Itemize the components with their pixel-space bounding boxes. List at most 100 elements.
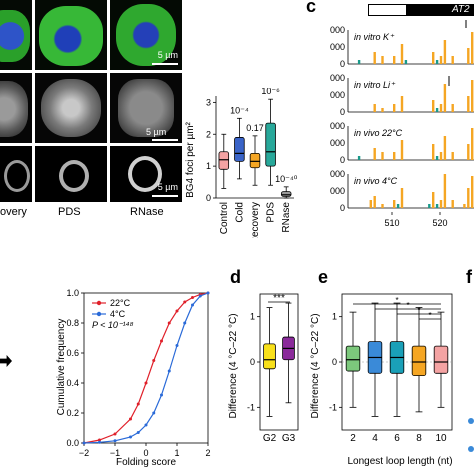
legend-marker-0 [96,300,102,306]
series-point-1 [152,411,156,415]
track-y-tick: 0 [340,155,345,165]
read-bar [357,60,361,64]
box-Control [218,151,230,170]
sig-star: * [417,306,420,315]
box-RNase [280,191,292,197]
series-point-0 [183,300,187,304]
panel-c-tracks: 200010000Readsin vitro K⁺200010000Readsi… [330,20,474,228]
micro-r1c3: 5 µm [110,0,182,70]
read-bar [467,188,470,208]
y-tick-label: 0 [332,357,337,367]
y-tick-label: 3 [206,97,211,107]
read-bar [393,104,396,112]
read-bar [435,60,439,64]
series-point-0 [98,438,101,442]
track-y-tick: 0 [340,203,345,213]
sig-star: * [428,311,431,320]
box-Recovery [249,152,261,169]
gene-bar-white [368,4,408,16]
x-tick-label: RNase [281,202,292,233]
read-bar [451,152,454,160]
read-bar [432,192,435,208]
read-bar [432,100,435,112]
series-point-0 [175,309,179,313]
read-bar [471,80,474,112]
panel-e-ylabel: Difference (4 °C–22 °C) [310,313,321,418]
series-point-0 [191,296,194,299]
read-bar [396,204,400,208]
panel-e-chart: Difference (4 °C–22 °C) Longest loop len… [310,293,453,467]
y-tick-label: 1.0 [66,288,79,298]
series-point-1 [144,423,148,427]
bg4-ylabel: BG4 foci per µm² [185,121,196,197]
track-y-tick: 0 [340,59,345,69]
read-bar [404,60,408,64]
micro-r3c1 [0,146,32,202]
panel-e-letter: e [318,267,329,287]
read-bar [439,152,443,160]
col-label-1: overy [0,206,27,218]
series-point-0 [144,381,148,385]
y-tick-label: 0.0 [66,438,79,448]
legend-label-0: 22°C [110,298,131,308]
track-label: in vivo 22°C [354,128,403,138]
series-point-1 [167,369,171,373]
x-tick-label: Cold [234,202,245,223]
cumulative-chart: Cumulative frequency Folding score −2 −1 0… [56,288,211,468]
read-bar [393,152,396,160]
track-y-tick: 1000 [330,42,345,52]
read-bar [373,196,376,208]
micro-r3c2 [35,146,107,202]
series-line-1 [83,292,209,444]
sig-star: * [395,296,398,305]
track-y-tick: 1000 [330,90,345,100]
y-tick-label: 0 [206,193,211,203]
col-label-2: PDS [58,206,81,218]
x-tick-label: 2 [350,433,356,444]
x-tick-label: −2 [79,448,89,458]
read-bar [369,200,372,208]
track-label: in vitro Li⁺ [354,80,396,90]
panel-d-sig: *** [273,293,285,304]
read-bar [381,108,384,112]
read-bar [443,40,447,64]
cumfreq-ylabel: Cumulative frequency [56,319,67,416]
panel-f-dot-2 [468,446,474,452]
sig-star: * [406,301,409,310]
series-point-1 [191,303,194,307]
x-tick-label: 0 [143,448,148,458]
read-bar [393,200,396,208]
x-tick-label: 520 [432,218,447,228]
read-bar [435,108,439,112]
read-bar [451,200,454,208]
read-bar [471,176,474,208]
read-bar [471,128,474,160]
read-bar [435,156,439,160]
x-tick-label: 10 [435,433,447,444]
read-bar [439,104,443,112]
track-label: in vivo 4°C [354,176,398,186]
read-bar [381,152,384,160]
x-tick-label: 1 [174,448,179,458]
box-8 [411,345,427,377]
track-label: in vitro K⁺ [354,32,395,42]
series-point-0 [136,402,140,406]
y-tick-label: -1 [247,402,255,412]
y-tick-label: 0.8 [66,318,79,328]
read-bar [432,52,435,64]
read-bar [471,32,474,64]
pvalue-label: 0.17 [246,123,264,133]
x-tick-label: −1 [110,448,120,458]
bg4-boxplot: BG4 foci per µm² 0 1 2 3 Control Cold 10⁻⁴ Reco… [185,88,298,238]
read-bar [428,204,431,208]
x-tick-label: G2 [263,433,277,444]
series-point-0 [167,321,171,325]
read-bar [467,48,470,64]
track-y-tick: 1000 [330,138,345,148]
read-bar [435,204,439,208]
box-Cold [234,137,245,162]
gene-label: AT2 [452,4,470,15]
box-G2 [263,343,276,370]
